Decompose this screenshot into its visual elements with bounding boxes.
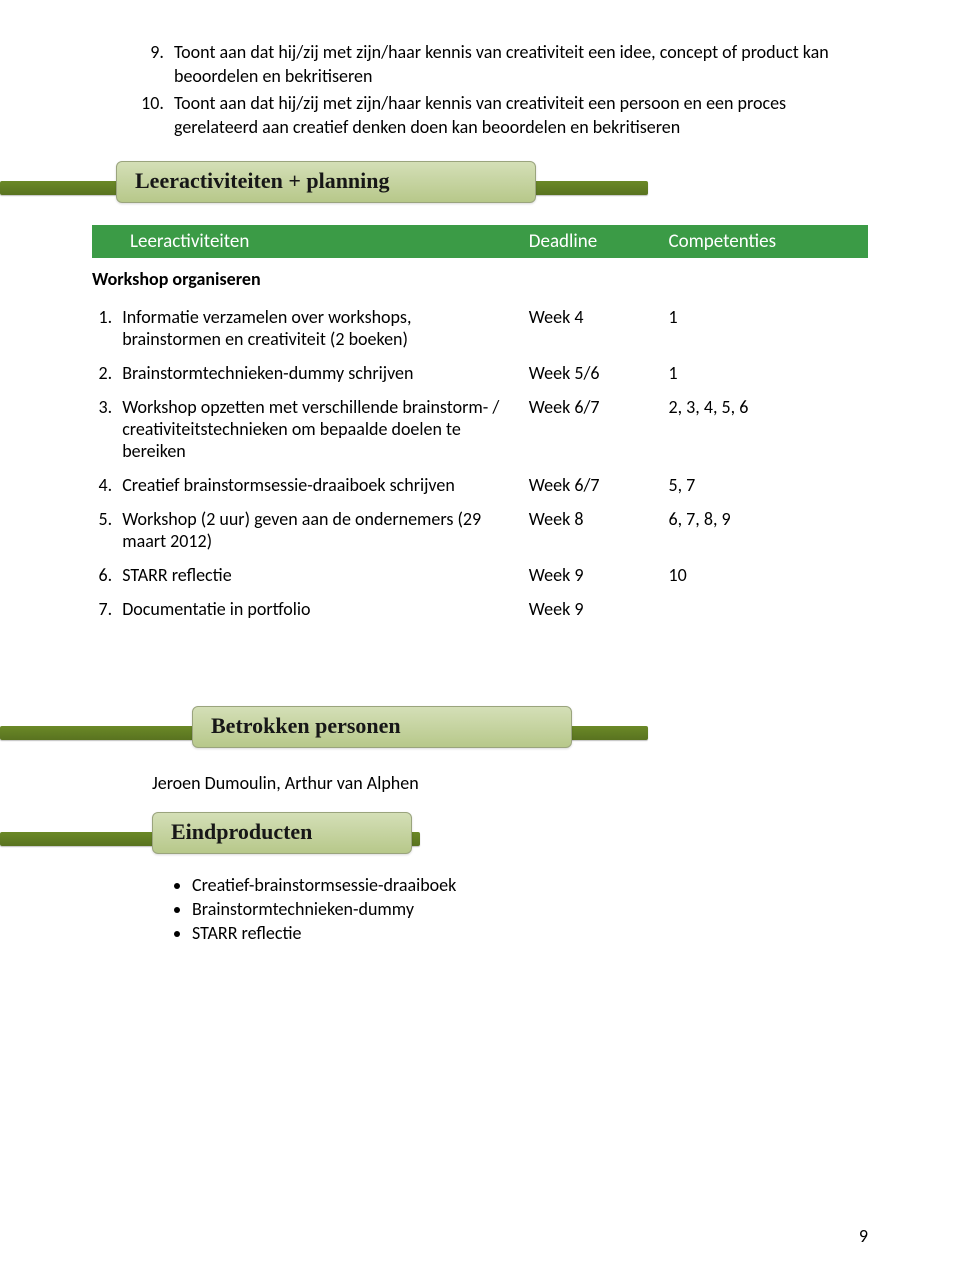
table-row: 3. Workshop opzetten met verschillende b…	[92, 390, 868, 468]
row-desc: Informatie verzamelen over workshops, br…	[112, 300, 519, 356]
heading-label: Eindproducten	[171, 819, 312, 845]
row-desc: Documentatie in portfolio	[112, 592, 519, 626]
heading-lozenge: Betrokken personen	[192, 706, 572, 748]
row-desc: Creatief brainstormsessie-draaiboek schr…	[112, 468, 519, 502]
row-competencies: 5, 7	[658, 468, 868, 502]
group-row-workshop: Workshop organiseren	[92, 258, 868, 300]
page-number: 9	[859, 1225, 868, 1247]
row-desc: Workshop (2 uur) geven aan de ondernemer…	[112, 502, 519, 558]
table-row: 2. Brainstormtechnieken-dummy schrijven …	[92, 356, 868, 390]
row-desc: Brainstormtechnieken-dummy schrijven	[112, 356, 519, 390]
activities-table: Leeractiviteiten Deadline Competenties W…	[92, 225, 868, 626]
bullet-item: Creatief-brainstormsessie-draaiboek	[192, 874, 868, 896]
row-number: 3.	[92, 390, 112, 468]
col-header-activities: Leeractiviteiten	[92, 225, 519, 258]
row-number: 1.	[92, 300, 112, 356]
row-deadline: Week 9	[519, 592, 659, 626]
row-competencies: 6, 7, 8, 9	[658, 502, 868, 558]
row-competencies: 2, 3, 4, 5, 6	[658, 390, 868, 468]
section-heading-betrokken: Betrokken personen	[92, 706, 868, 754]
list-item-9: Toont aan dat hij/zij met zijn/haar kenn…	[168, 40, 868, 89]
row-number: 4.	[92, 468, 112, 502]
row-competencies: 10	[658, 558, 868, 592]
row-number: 6.	[92, 558, 112, 592]
row-number: 2.	[92, 356, 112, 390]
list-item-10: Toont aan dat hij/zij met zijn/haar kenn…	[168, 91, 868, 140]
section-heading-leeractiviteiten: Leeractiviteiten + planning	[92, 161, 868, 209]
row-deadline: Week 9	[519, 558, 659, 592]
row-desc: Workshop opzetten met verschillende brai…	[112, 390, 519, 468]
group-label: Workshop organiseren	[92, 258, 868, 300]
heading-lozenge: Leeractiviteiten + planning	[116, 161, 536, 203]
col-header-competencies: Competenties	[658, 225, 868, 258]
spacer	[92, 626, 868, 686]
bullet-item: Brainstormtechnieken-dummy	[192, 898, 868, 920]
row-deadline: Week 5/6	[519, 356, 659, 390]
row-competencies: 1	[658, 356, 868, 390]
eindproducten-list: Creatief-brainstormsessie-draaiboek Brai…	[92, 874, 868, 944]
row-deadline: Week 8	[519, 502, 659, 558]
bullet-item: STARR reflectie	[192, 922, 868, 944]
heading-lozenge: Eindproducten	[152, 812, 412, 854]
persons-paragraph: Jeroen Dumoulin, Arthur van Alphen	[92, 772, 868, 794]
row-desc: STARR reflectie	[112, 558, 519, 592]
col-header-deadline: Deadline	[519, 225, 659, 258]
table-head: Leeractiviteiten Deadline Competenties	[92, 225, 868, 258]
row-deadline: Week 4	[519, 300, 659, 356]
row-number: 7.	[92, 592, 112, 626]
heading-label: Leeractiviteiten + planning	[135, 168, 390, 194]
table-row: 1. Informatie verzamelen over workshops,…	[92, 300, 868, 356]
numbered-list: Toont aan dat hij/zij met zijn/haar kenn…	[92, 40, 868, 139]
table-row: 7. Documentatie in portfolio Week 9	[92, 592, 868, 626]
section-heading-eindproducten: Eindproducten	[92, 812, 868, 860]
row-competencies: 1	[658, 300, 868, 356]
page-container: Toont aan dat hij/zij met zijn/haar kenn…	[0, 0, 960, 944]
heading-label: Betrokken personen	[211, 713, 401, 739]
table-row: 6. STARR reflectie Week 9 10	[92, 558, 868, 592]
row-competencies	[658, 592, 868, 626]
row-number: 5.	[92, 502, 112, 558]
table-row: 5. Workshop (2 uur) geven aan de onderne…	[92, 502, 868, 558]
table-row: 4. Creatief brainstormsessie-draaiboek s…	[92, 468, 868, 502]
row-deadline: Week 6/7	[519, 390, 659, 468]
row-deadline: Week 6/7	[519, 468, 659, 502]
